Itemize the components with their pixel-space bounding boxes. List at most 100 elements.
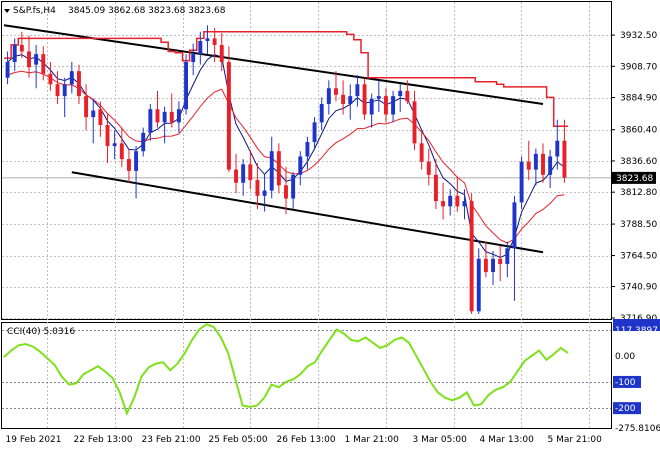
candle[interactable] (562, 119, 567, 183)
candle[interactable] (148, 103, 153, 141)
candle[interactable] (12, 38, 17, 72)
candle[interactable] (98, 101, 103, 137)
candle[interactable] (84, 84, 89, 131)
candle[interactable] (483, 241, 488, 278)
candle[interactable] (155, 90, 160, 128)
candle[interactable] (76, 64, 81, 104)
candle[interactable] (455, 177, 460, 212)
candle[interactable] (262, 174, 267, 212)
candle[interactable] (469, 193, 474, 314)
candle[interactable] (505, 241, 510, 278)
candle[interactable] (491, 250, 496, 286)
candle[interactable] (69, 61, 74, 94)
candle[interactable] (405, 80, 410, 104)
candle[interactable] (226, 46, 231, 173)
candle[interactable] (548, 149, 553, 188)
candle[interactable] (476, 248, 481, 314)
candle[interactable] (512, 195, 517, 301)
symbol-dropdown-icon[interactable] (4, 9, 10, 13)
candle-body (98, 109, 103, 125)
candle[interactable] (291, 172, 296, 209)
candle[interactable] (305, 136, 310, 170)
candle[interactable] (55, 71, 60, 104)
candle[interactable] (348, 84, 353, 120)
candle[interactable] (234, 153, 238, 194)
stop-line (4, 31, 568, 128)
candle[interactable] (191, 43, 196, 76)
candle[interactable] (362, 77, 367, 120)
candle[interactable] (219, 33, 224, 72)
candle[interactable] (48, 61, 53, 91)
candle[interactable] (462, 189, 467, 220)
candle-body (226, 61, 231, 170)
candle[interactable] (276, 143, 281, 194)
candle[interactable] (19, 31, 24, 59)
candle[interactable] (433, 159, 438, 209)
candle[interactable] (119, 127, 124, 167)
candle[interactable] (27, 35, 31, 78)
candle-body (334, 88, 338, 95)
candle[interactable] (334, 71, 338, 102)
candle[interactable] (412, 90, 417, 150)
candle-body (148, 109, 153, 133)
candle[interactable] (176, 101, 181, 133)
candle[interactable] (105, 114, 110, 164)
candle[interactable] (519, 156, 524, 209)
candle[interactable] (169, 93, 174, 128)
candle-body (419, 143, 424, 162)
candle[interactable] (241, 159, 246, 196)
candle[interactable] (383, 88, 388, 123)
time-tick-label: 1 Mar 21:00 (345, 435, 400, 445)
candle[interactable] (112, 130, 117, 160)
candle-body (412, 101, 417, 144)
candle[interactable] (134, 145, 139, 199)
candle[interactable] (419, 132, 424, 170)
candle[interactable] (141, 127, 146, 157)
candle[interactable] (426, 148, 431, 186)
candle[interactable] (5, 51, 10, 85)
candle-body (548, 156, 553, 175)
candle[interactable] (312, 117, 317, 150)
candle-body (91, 110, 96, 118)
candle[interactable] (212, 27, 217, 62)
candle[interactable] (34, 44, 39, 89)
candle[interactable] (376, 80, 381, 112)
candle[interactable] (184, 54, 189, 115)
candle-body (169, 111, 174, 123)
current-price-label: 3823.68 (616, 174, 653, 184)
candle[interactable] (162, 106, 167, 144)
candle[interactable] (341, 80, 346, 115)
candle[interactable] (91, 98, 96, 144)
candle[interactable] (448, 189, 453, 216)
price-tick-label: 3884.90 (620, 94, 657, 104)
candle[interactable] (526, 140, 531, 181)
candle-body (262, 190, 267, 196)
candle[interactable] (555, 119, 560, 170)
candle[interactable] (41, 46, 46, 81)
candle[interactable] (391, 90, 396, 123)
candles[interactable] (5, 25, 567, 314)
candle[interactable] (126, 149, 131, 183)
candle[interactable] (284, 166, 288, 215)
candle[interactable] (541, 143, 545, 183)
candle[interactable] (398, 84, 403, 112)
candle[interactable] (62, 77, 67, 118)
candle[interactable] (198, 31, 203, 65)
candle-body (84, 96, 89, 118)
candle[interactable] (355, 75, 360, 107)
candle[interactable] (441, 182, 446, 220)
candle-body (562, 140, 567, 178)
candle[interactable] (326, 80, 331, 115)
price-tick-label: 3908.70 (620, 62, 657, 72)
candle[interactable] (319, 97, 324, 131)
candle[interactable] (298, 151, 303, 186)
candle-body (205, 38, 210, 41)
candle[interactable] (269, 136, 274, 199)
candle[interactable] (533, 148, 538, 186)
channel-lower-line (71, 171, 544, 254)
candle[interactable] (498, 245, 503, 282)
candle[interactable] (248, 149, 253, 190)
candle[interactable] (205, 25, 210, 55)
candle[interactable] (369, 93, 374, 128)
candle[interactable] (255, 163, 260, 209)
